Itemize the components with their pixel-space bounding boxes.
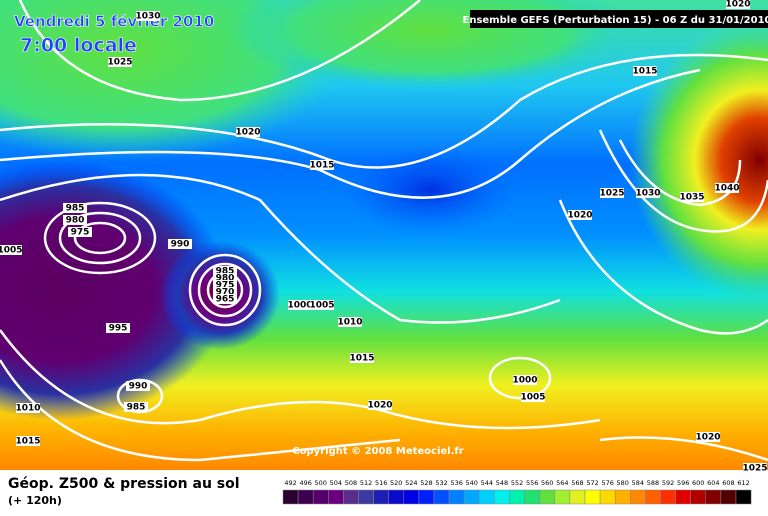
colorbar-swatch bbox=[434, 490, 449, 504]
colorbar-swatch bbox=[676, 490, 691, 504]
isobar-label: 995 bbox=[109, 324, 128, 334]
isobar-label: 1020 bbox=[235, 128, 260, 138]
colorbar-label: 504 bbox=[330, 479, 342, 487]
colorbar-label: 556 bbox=[526, 479, 538, 487]
isobar-label: 1020 bbox=[567, 211, 592, 221]
colorbar-swatch bbox=[570, 490, 585, 504]
isobar-label: 1020 bbox=[695, 433, 720, 443]
colorbar-label: 592 bbox=[662, 479, 674, 487]
isobar-label: 1025 bbox=[599, 189, 624, 199]
colorbar-swatch bbox=[661, 490, 676, 504]
isobar-label: 1015 bbox=[309, 161, 334, 171]
colorbar-label: 532 bbox=[435, 479, 447, 487]
isobar-label: 1025 bbox=[742, 464, 767, 474]
colorbar-swatch bbox=[283, 490, 298, 504]
colorbar-swatch bbox=[359, 490, 374, 504]
copyright: Copyright © 2008 Meteociel.fr bbox=[292, 446, 463, 457]
isobar-label: 1005 bbox=[520, 393, 545, 403]
colorbar-swatch bbox=[374, 490, 389, 504]
colorbar-label: 520 bbox=[390, 479, 402, 487]
colorbar-swatch bbox=[615, 490, 630, 504]
colorbar-label: 544 bbox=[481, 479, 493, 487]
time: 7:00 locale bbox=[20, 35, 137, 57]
isobar-label: 1030 bbox=[635, 189, 660, 199]
isobar-label: 1005 bbox=[0, 246, 23, 256]
colorbar-label: 608 bbox=[722, 479, 734, 487]
colorbar-swatch bbox=[691, 490, 706, 504]
colorbar-label: 580 bbox=[617, 479, 629, 487]
colorbar-label: 576 bbox=[601, 479, 613, 487]
colorbar-label: 564 bbox=[556, 479, 568, 487]
colorbar-label: 560 bbox=[541, 479, 553, 487]
isobar-label: 1040 bbox=[714, 184, 739, 194]
isobar-label: 990 bbox=[171, 240, 190, 250]
colorbar-label: 604 bbox=[707, 479, 719, 487]
colorbar-label: 588 bbox=[647, 479, 659, 487]
colorbar-swatch bbox=[449, 490, 464, 504]
isobar-label: 1015 bbox=[632, 67, 657, 77]
isobar-label: 1020 bbox=[367, 401, 392, 411]
colorbar-label: 596 bbox=[677, 479, 689, 487]
isobar-label: 980 bbox=[66, 216, 85, 226]
colorbar-label: 552 bbox=[511, 479, 523, 487]
colorbar-label: 612 bbox=[737, 479, 749, 487]
colorbar-label: 516 bbox=[375, 479, 387, 487]
colorbar-swatch bbox=[525, 490, 540, 504]
colorbar-swatch bbox=[721, 490, 736, 504]
isobar-label: 1035 bbox=[679, 193, 704, 203]
colorbar-label: 500 bbox=[315, 479, 327, 487]
colorbar-swatch bbox=[600, 490, 615, 504]
colorbar-swatch bbox=[464, 490, 479, 504]
colorbar-label: 572 bbox=[586, 479, 598, 487]
colorbar-swatch bbox=[298, 490, 313, 504]
colorbar-swatch bbox=[645, 490, 660, 504]
isobar-label: 1010 bbox=[15, 404, 40, 414]
colorbar-label: 540 bbox=[466, 479, 478, 487]
isobar-label: 975 bbox=[71, 228, 90, 238]
isobar-label: 1030 bbox=[135, 12, 160, 22]
colorbar-swatch bbox=[585, 490, 600, 504]
colorbar-swatch bbox=[419, 490, 434, 504]
isobar-label: 990 bbox=[129, 382, 148, 392]
run-label: Ensemble GEFS (Perturbation 15) - 06 Z d… bbox=[463, 15, 768, 26]
colorbar-label: 568 bbox=[571, 479, 583, 487]
date: Vendredi 5 février 2010 bbox=[14, 13, 214, 31]
isobar-label: 965 bbox=[216, 295, 235, 305]
legend-title: Géop. Z500 & pression au sol bbox=[8, 476, 240, 492]
colorbar-swatch bbox=[343, 490, 358, 504]
colorbar-swatch bbox=[630, 490, 645, 504]
colorbar-swatch bbox=[706, 490, 721, 504]
colorbar-swatch bbox=[555, 490, 570, 504]
colorbar-label: 492 bbox=[284, 479, 296, 487]
colorbar-swatch bbox=[736, 490, 751, 504]
colorbar-swatch bbox=[479, 490, 494, 504]
isobar-label: 985 bbox=[127, 403, 146, 413]
colorbar-label: 496 bbox=[299, 479, 311, 487]
colorbar-label: 548 bbox=[496, 479, 508, 487]
colorbar-label: 536 bbox=[450, 479, 462, 487]
colorbar-label: 508 bbox=[345, 479, 357, 487]
colorbar-swatch bbox=[404, 490, 419, 504]
isobar-label: 1015 bbox=[349, 354, 374, 364]
isobar-label: 1000 bbox=[512, 376, 537, 386]
colorbar-label: 600 bbox=[692, 479, 704, 487]
isobar-label: 1020 bbox=[725, 0, 750, 10]
colorbar-swatch bbox=[389, 490, 404, 504]
isobar-label: 1015 bbox=[15, 437, 40, 447]
colorbar-label: 524 bbox=[405, 479, 417, 487]
colorbar-label: 584 bbox=[632, 479, 644, 487]
colorbar-swatch bbox=[510, 490, 525, 504]
colorbar-swatch bbox=[328, 490, 343, 504]
colorbar-label: 528 bbox=[420, 479, 432, 487]
isobar-label: 1025 bbox=[107, 58, 132, 68]
isobar-label: 1005 bbox=[309, 301, 334, 311]
isobar-label: 1010 bbox=[337, 318, 362, 328]
colorbar-swatch bbox=[313, 490, 328, 504]
colorbar-swatch bbox=[494, 490, 509, 504]
colorbar-label: 512 bbox=[360, 479, 372, 487]
isobar-label: 985 bbox=[66, 204, 85, 214]
colorbar-swatch bbox=[540, 490, 555, 504]
legend-lead: (+ 120h) bbox=[8, 494, 62, 507]
